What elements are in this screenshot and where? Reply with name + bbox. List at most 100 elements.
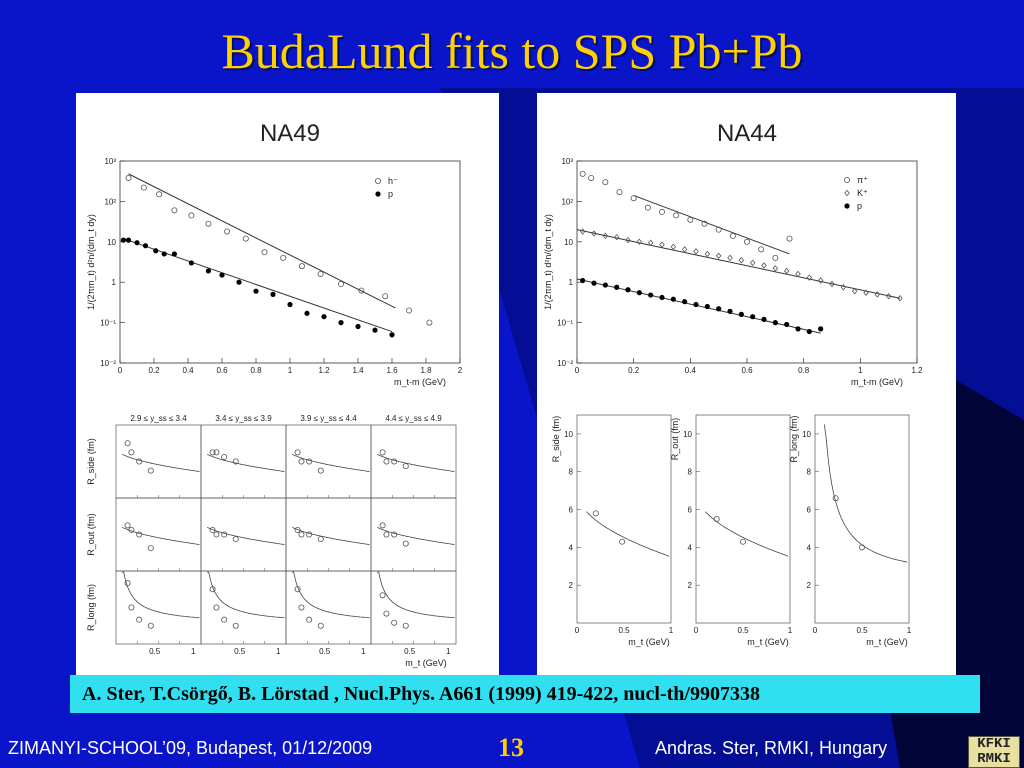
na44-ytick-label: 10²: [561, 197, 573, 206]
na44-data-point: [784, 321, 790, 328]
na49-radii-xtick-label: 0.5: [234, 647, 246, 656]
na44-data-point: [602, 179, 609, 186]
na49-data-point: [280, 254, 287, 261]
na49-radii-data-point: [147, 467, 154, 474]
na49-radii-row-label: R_out (fm): [86, 513, 96, 556]
na49-legend-label: p: [388, 189, 393, 199]
na44-ytick-label: 10³: [561, 157, 573, 166]
na44-radii-ytick-label: 8: [807, 468, 812, 477]
na49-radii-data-point: [232, 458, 239, 465]
na49-radii-data-point: [124, 522, 131, 529]
na49-data-point: [287, 301, 293, 308]
na49-series-1: [120, 237, 395, 338]
na44-legend-label: K⁺: [857, 188, 868, 198]
na44-radii-data-point: [832, 495, 839, 502]
na49-radii-cell: [200, 424, 287, 499]
na44-data-point: [687, 216, 694, 223]
na49-radii-data-point: [124, 440, 131, 447]
na44-data-point: [580, 277, 586, 284]
na44-data-point: [727, 308, 733, 314]
na44-data-point: [591, 230, 597, 237]
na44-data-point: [829, 280, 835, 288]
na49-radii-data-point: [379, 449, 386, 456]
na49-data-point: [355, 323, 361, 330]
na49-legend-label: h⁻: [388, 176, 398, 186]
na49-radii-data-point: [294, 449, 301, 456]
na49-xtick-label: 0.4: [182, 366, 194, 375]
na44-radii-xtick-label: 0.5: [618, 626, 630, 635]
na49-radii-data-point: [209, 586, 216, 593]
na44-data-point: [874, 291, 881, 298]
na49-radii-xlabel: m_t (GeV): [405, 658, 447, 668]
na49-radii-data-point: [298, 458, 305, 465]
na49-xtick-label: 2: [458, 366, 463, 375]
na49-data-point: [120, 237, 126, 243]
na44-legend-label: π⁺: [857, 175, 868, 185]
na49-ytick-label: 10: [107, 238, 116, 247]
na49-radii-xtick-label: 0.5: [404, 647, 416, 656]
na44-radii-xtick-label: 0: [694, 626, 699, 635]
na44-radii-xtick-label: 1: [788, 626, 793, 635]
na49-radii-data-point: [128, 449, 135, 456]
na49-xtick-label: 1: [288, 366, 293, 375]
na44-radii-ytick-label: 10: [683, 430, 692, 439]
na44-radii-fit-curve: [705, 511, 789, 557]
na49-radii-data-point: [294, 586, 301, 593]
na49-figure: NA49 0 0.2 0.4 0.6 0.8 1 1.2 1.4 1.6 1.8 2 10⁻² 10⁻¹ 1…: [86, 120, 463, 668]
na44-data-point: [636, 238, 643, 246]
na49-xtick-label: 0: [118, 366, 123, 375]
na49-data-point: [261, 249, 268, 256]
na49-data-point: [142, 243, 149, 249]
na49-data-point: [156, 191, 163, 198]
na49-radii-data-point: [391, 531, 398, 538]
na49-spectrum: NA49 0 0.2 0.4 0.6 0.8 1 1.2 1.4 1.6 1.8 2 10⁻² 10⁻¹ 1…: [86, 120, 463, 387]
na44-data-point: [625, 287, 631, 293]
na49-data-point: [317, 270, 324, 277]
na49-radii-data-point: [128, 604, 135, 611]
na44-radii-frame: [576, 414, 672, 624]
na49-radii-data-point: [221, 616, 228, 623]
na49-data-point: [337, 281, 344, 288]
na44-radii-frame: [814, 414, 910, 624]
na44-radii-xtick-label: 0: [813, 626, 818, 635]
na44-radii-xtick-label: 0.5: [737, 626, 749, 635]
na49-legend-marker: [374, 178, 381, 185]
na44-radii-xlabel: m_t (GeV): [747, 637, 789, 647]
na44-radii-ylabel: R_side (fm): [551, 416, 561, 463]
na44-radii-data-point: [619, 538, 626, 545]
na49-xtick-label: 0.8: [250, 366, 262, 375]
na49-radii-data-point: [213, 531, 220, 538]
na49-data-point: [161, 251, 167, 257]
na49-radii-column-label: 4.4 ≤ y_ss ≤ 4.9: [385, 414, 442, 423]
na44-data-point: [579, 228, 586, 235]
na44-radii-ytick-label: 6: [807, 506, 812, 515]
na49-data-point: [236, 279, 242, 285]
na44-data-point: [681, 246, 688, 253]
na44-data-point: [851, 287, 858, 295]
na44-fit-line: [633, 195, 790, 255]
na49-radii-fit-curve: [292, 571, 370, 619]
na44-data-point: [761, 316, 767, 323]
na44-data-point: [738, 257, 745, 264]
na44-data-point: [591, 280, 597, 286]
na44-data-point: [616, 189, 623, 196]
na49-radii-data-point: [298, 604, 305, 611]
na44-radii-xtick-label: 0.5: [856, 626, 868, 635]
na49-radii-data-point: [213, 449, 220, 456]
na49-radii-data-point: [317, 536, 324, 543]
na44-data-point: [758, 246, 765, 253]
na44-xtick-label: 0.8: [798, 366, 810, 375]
na49-radii-data-point: [317, 622, 324, 629]
na44-data-point: [772, 320, 778, 326]
na49-fit-line: [123, 238, 393, 333]
na44-data-point: [840, 284, 847, 291]
na49-radii-cell: [115, 424, 202, 499]
na49-radii-data-point: [379, 592, 386, 599]
na44-spectrum: NA44 0 0.2 0.4 0.6 0.8 1 1.2 10⁻² 10⁻¹ 1 10 10² 10³ m_…: [543, 120, 923, 387]
na49-xtick-label: 0.6: [216, 366, 228, 375]
na44-xlabel: m_t-m (GeV): [851, 377, 903, 387]
na49-ytick-label: 10²: [104, 197, 116, 206]
na44-radii-data-point: [858, 544, 865, 551]
na49-radii-xtick-label: 0.5: [319, 647, 331, 656]
na49-radii-row-label: R_long (fm): [86, 584, 96, 631]
